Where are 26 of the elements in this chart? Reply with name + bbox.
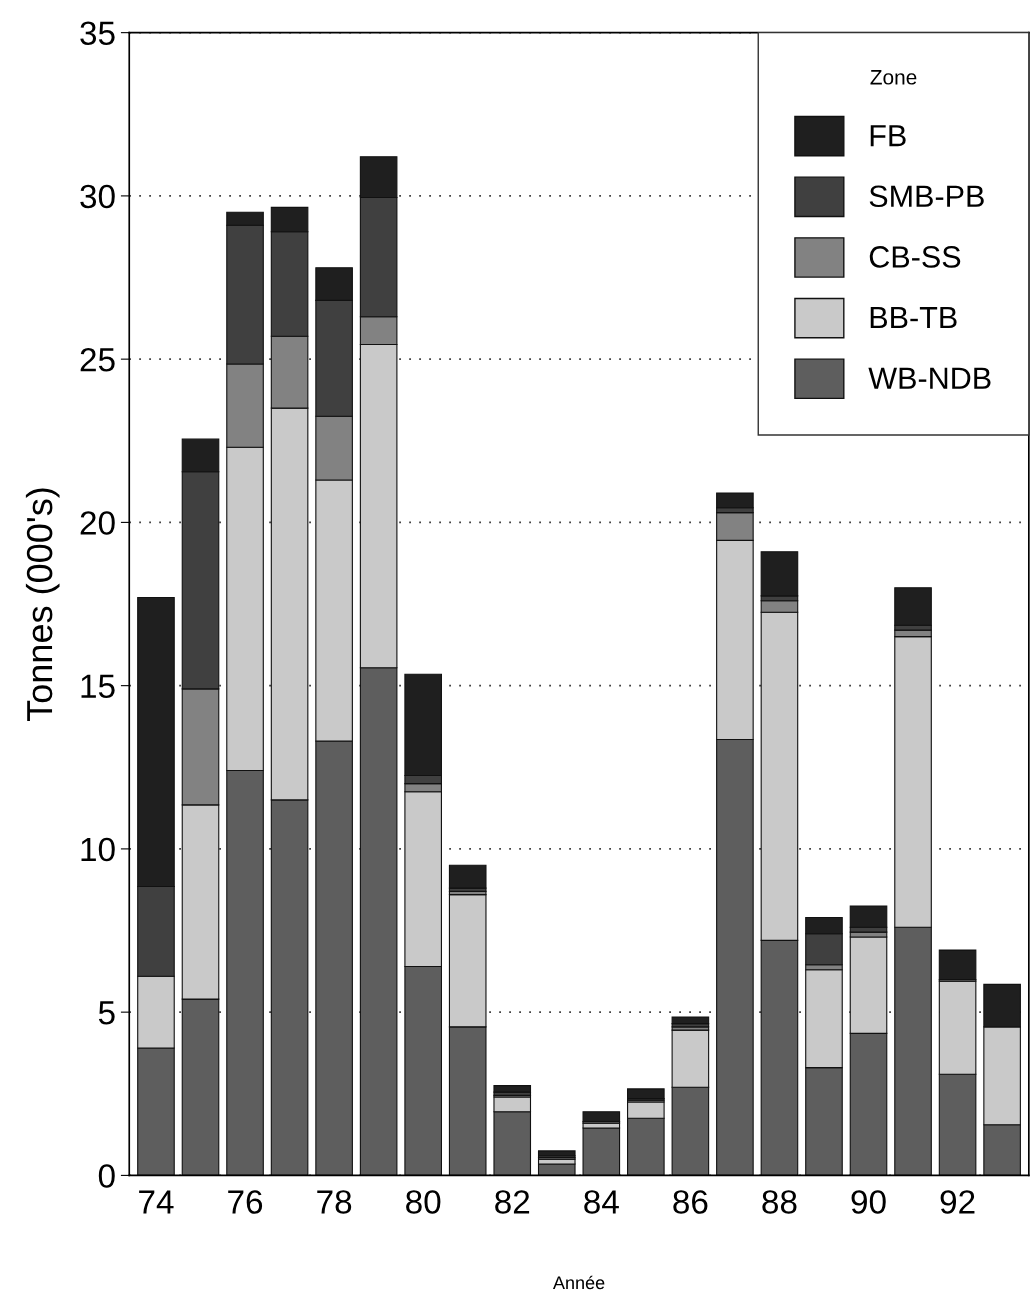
legend-title: Zone xyxy=(870,70,917,85)
x-tick-label: 74 xyxy=(139,1190,174,1214)
y-tick-label: 30 xyxy=(80,184,115,209)
x-tick-label: 92 xyxy=(940,1190,975,1214)
x-tick-label: 76 xyxy=(228,1190,263,1214)
y-tick-label: 15 xyxy=(81,674,115,699)
y-tick-label: 20 xyxy=(80,511,115,535)
x-tick-label: 86 xyxy=(673,1190,708,1214)
x-axis-title: Année xyxy=(552,1275,605,1290)
y-tick-label: 10 xyxy=(81,837,115,862)
y-tick-label: 0 xyxy=(98,1164,115,1188)
x-tick-label: 84 xyxy=(584,1190,619,1214)
legend-label: FB xyxy=(870,125,906,147)
x-tick-label: 82 xyxy=(495,1190,530,1214)
x-tick-label: 80 xyxy=(406,1190,441,1214)
legend-label: CB-SS xyxy=(869,246,961,268)
legend-label: WB-NDB xyxy=(868,367,991,389)
legend-label: SMB-PB xyxy=(869,185,984,208)
legend-label: BB-TB xyxy=(870,307,957,329)
y-tick-label: 25 xyxy=(80,347,115,372)
x-tick-label: 90 xyxy=(851,1190,886,1214)
x-tick-label: 88 xyxy=(762,1190,797,1214)
y-axis-title: Tonnes (000's) xyxy=(25,488,60,722)
y-tick-label: 35 xyxy=(80,21,115,46)
y-tick-label: 5 xyxy=(98,1001,115,1025)
x-tick-label: 78 xyxy=(317,1190,352,1214)
